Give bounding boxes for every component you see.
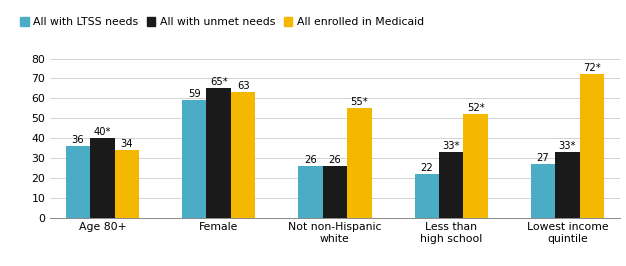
Text: 36: 36 [71,135,85,145]
Bar [439,152,463,218]
Bar [115,150,139,218]
Text: 22: 22 [421,163,433,173]
Bar [207,88,231,218]
Text: 33*: 33* [558,141,576,151]
Bar [231,93,255,218]
Bar [463,114,488,218]
Text: 63: 63 [237,81,249,91]
Bar [66,146,90,218]
Bar [298,166,323,218]
Text: 26: 26 [304,155,317,165]
Legend: All with LTSS needs, All with unmet needs, All enrolled in Medicaid: All with LTSS needs, All with unmet need… [16,13,428,32]
Text: 27: 27 [536,153,550,163]
Bar [414,174,439,218]
Bar [182,101,207,218]
Text: 40*: 40* [94,127,111,137]
Bar [90,138,115,218]
Text: 52*: 52* [467,103,485,113]
Bar [555,152,580,218]
Text: 72*: 72* [583,63,601,73]
Bar [531,164,555,218]
Bar [323,166,347,218]
Text: 65*: 65* [210,77,227,87]
Text: 33*: 33* [443,141,460,151]
Text: 26: 26 [329,155,341,165]
Bar [347,109,371,218]
Bar [580,74,604,218]
Text: 59: 59 [188,89,200,99]
Text: 55*: 55* [351,97,368,107]
Text: 34: 34 [121,139,133,149]
